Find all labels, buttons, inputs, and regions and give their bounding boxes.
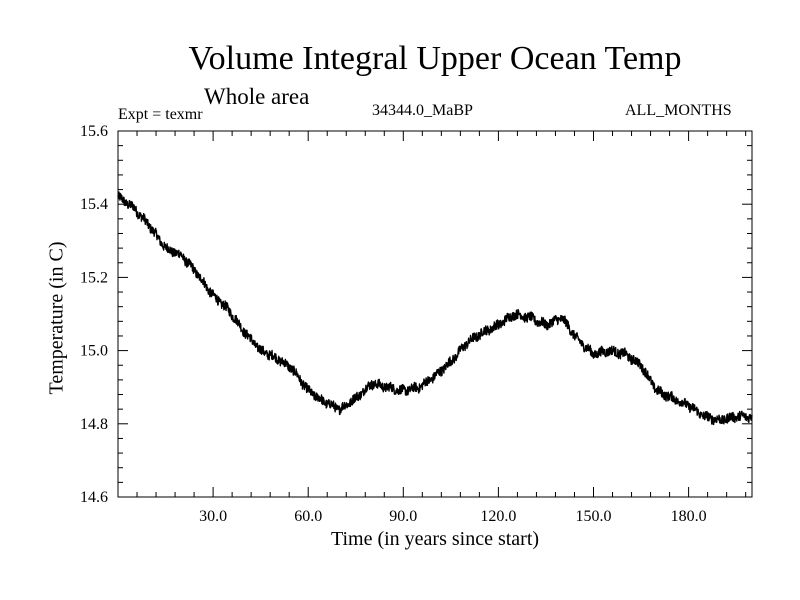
plot-frame [117, 130, 753, 498]
y-tick-label: 15.6 [80, 123, 108, 140]
period-label: 34344.0_MaBP [372, 102, 473, 119]
y-tick-label: 14.8 [80, 416, 108, 433]
y-tick-label: 15.2 [80, 269, 108, 286]
x-tick-label: 120.0 [480, 508, 516, 525]
months-label: ALL_MONTHS [625, 102, 732, 119]
axis-tick-labels: 30.0 60.0 90.0 120.0 150.0 180.0 14.6 14.8 15.0 1… [80, 123, 707, 525]
y-tick-label: 14.6 [80, 489, 108, 506]
chart-title: Volume Integral Upper Ocean Temp [188, 40, 682, 77]
series-lines [117, 191, 753, 426]
y-tick-label: 15.0 [80, 343, 108, 360]
axis-ticks [118, 131, 752, 497]
x-tick-label: 30.0 [199, 508, 227, 525]
x-tick-label: 90.0 [389, 508, 417, 525]
x-axis-label: Time (in years since start) [330, 528, 540, 550]
experiment-label: Expt = texmr [118, 106, 203, 123]
y-tick-label: 15.4 [80, 196, 108, 213]
x-tick-label: 150.0 [576, 508, 612, 525]
chart-subtitle: Whole area [204, 84, 310, 109]
x-tick-label: 180.0 [671, 508, 707, 525]
series-line [117, 191, 753, 426]
x-tick-label: 60.0 [294, 508, 322, 525]
